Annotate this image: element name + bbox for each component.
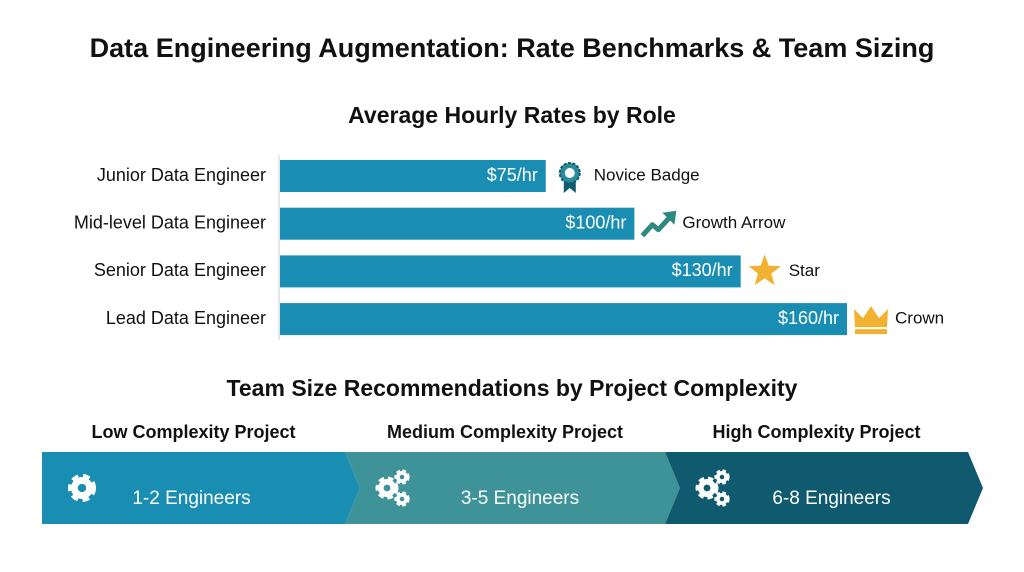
- gear-hole: [719, 474, 725, 480]
- gear-hole: [383, 484, 391, 492]
- page-title: Data Engineering Augmentation: Rate Benc…: [90, 33, 935, 63]
- gear-hole: [703, 484, 711, 492]
- tier-team: 3-5 Engineers: [461, 488, 579, 509]
- gear-hole: [399, 474, 405, 480]
- growth-arrow: [640, 215, 673, 238]
- value-label: $160/hr: [778, 308, 839, 328]
- tier-team: 6-8 Engineers: [772, 488, 890, 509]
- icon-label: Growth Arrow: [682, 213, 786, 232]
- bar: [280, 255, 741, 288]
- gear-hole: [77, 483, 87, 493]
- value-label: $75/hr: [487, 165, 538, 185]
- crown: [854, 306, 888, 328]
- tier-chevron: [345, 452, 680, 524]
- tier-label: Medium Complexity Project: [387, 422, 623, 442]
- tier-chevron: [665, 452, 983, 524]
- category-label: Senior Data Engineer: [94, 260, 266, 280]
- icon-label: Novice Badge: [594, 165, 700, 184]
- category-label: Lead Data Engineer: [106, 308, 266, 328]
- icon-label: Star: [789, 261, 821, 280]
- tier-label: Low Complexity Project: [91, 422, 295, 442]
- tier-label: High Complexity Project: [712, 422, 920, 442]
- icon-label: Crown: [895, 309, 944, 328]
- category-label: Junior Data Engineer: [97, 165, 266, 185]
- bar: [280, 207, 635, 240]
- bar: [280, 160, 546, 192]
- category-label: Mid-level Data Engineer: [74, 212, 266, 232]
- tier-chevron: [42, 452, 360, 524]
- chart-title: Average Hourly Rates by Role: [348, 102, 676, 128]
- gear-hole: [399, 496, 405, 502]
- gear-hole: [719, 496, 725, 502]
- badge-center: [564, 168, 575, 178]
- value-label: $130/hr: [672, 260, 733, 280]
- value-label: $100/hr: [565, 212, 626, 232]
- tier-team: 1-2 Engineers: [132, 488, 250, 509]
- section-title: Team Size Recommendations by Project Com…: [227, 375, 798, 401]
- crown-base: [855, 329, 887, 335]
- star: [748, 254, 781, 286]
- bar: [280, 303, 847, 336]
- growth-arrow-head: [662, 210, 677, 225]
